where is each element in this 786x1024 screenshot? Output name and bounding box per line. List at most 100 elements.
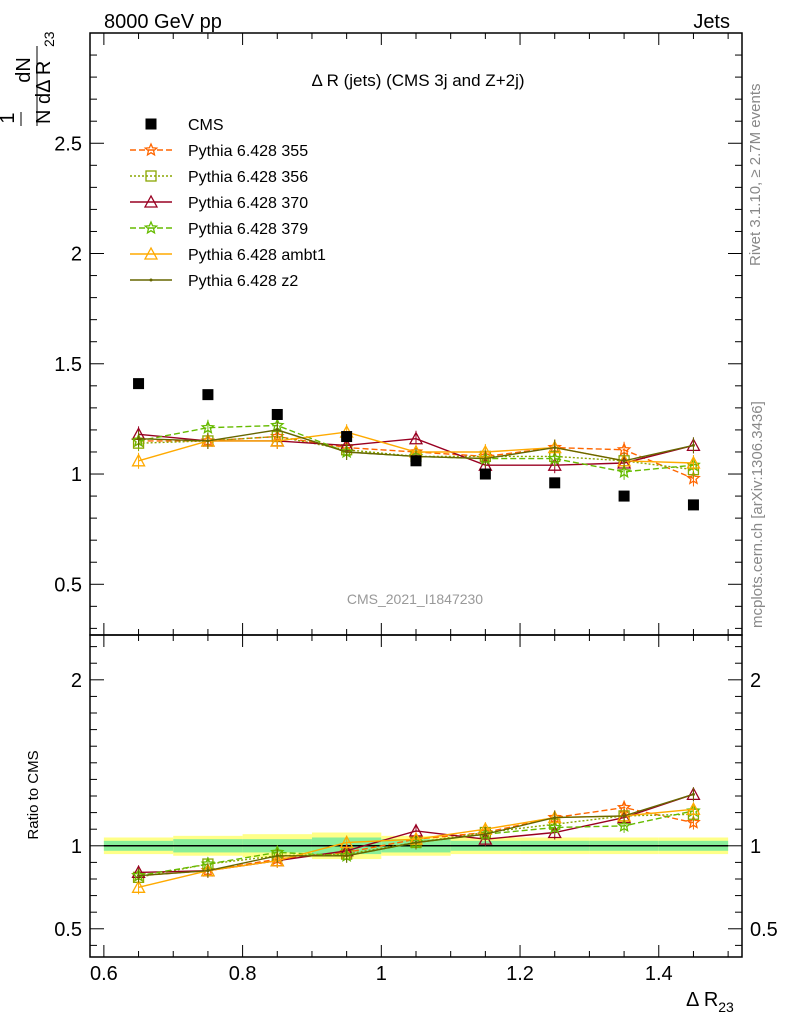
analysis-watermark: CMS_2021_I1847230 <box>347 591 483 607</box>
main-ytick-label: 1 <box>71 464 82 486</box>
legend-label-data: CMS <box>188 117 224 134</box>
data-point <box>202 389 214 401</box>
series-marker <box>616 442 632 456</box>
ylabel-top-numerator: 1 <box>0 112 19 123</box>
data-point <box>618 490 630 502</box>
ylabel-top-denominator: N dΔ R <box>33 61 55 124</box>
rivet-label: Rivet 3.1.10, ≥ 2.7M events <box>747 84 764 267</box>
ylabel-top: 1 dN N dΔ R 23 <box>0 31 57 126</box>
ratio-marker <box>131 879 146 893</box>
ratio-marker <box>137 874 141 878</box>
ratio-marker <box>622 814 626 818</box>
ylabel-top-subscript: 23 <box>41 31 57 47</box>
data-point <box>271 408 283 420</box>
series-marker <box>547 450 563 465</box>
ratio-marker <box>275 854 279 858</box>
ratio-marker <box>616 818 632 833</box>
energy-label: 8000 GeV pp <box>104 11 222 33</box>
series-marker <box>345 450 349 454</box>
ylabel-ratio: Ratio to CMS <box>25 750 42 839</box>
ratio-marker <box>686 801 701 815</box>
series-marker <box>547 457 562 471</box>
ratio-marker <box>339 835 354 849</box>
ratio-ytick-label-right: 2 <box>750 670 761 692</box>
xtick-label: 1 <box>376 963 387 985</box>
legend-marker <box>145 170 157 182</box>
xtick-label: 0.8 <box>229 963 257 985</box>
data-point <box>133 378 145 390</box>
legend-marker <box>143 194 159 208</box>
main-panel: 0.5 1 1.5 2 2.5 <box>54 32 743 636</box>
xtick-label: 0.6 <box>90 963 118 985</box>
ratio-marker <box>414 840 418 844</box>
legend-entry: Pythia 6.428 z2 <box>130 273 298 290</box>
legend-entry: Pythia 6.428 370 <box>130 194 308 212</box>
legend-entry: Pythia 6.428 356 <box>130 169 308 186</box>
data-point <box>479 468 491 480</box>
ratio-ytick-label-right: 0.5 <box>750 919 778 941</box>
series-marker <box>131 453 146 467</box>
series-marker <box>483 457 487 461</box>
ratio-ytick-label: 2 <box>71 670 82 692</box>
legend-label: Pythia 6.428 370 <box>188 195 308 212</box>
series-marker <box>137 437 141 441</box>
legend-label: Pythia 6.428 356 <box>188 169 308 186</box>
ratio-marker <box>206 869 210 873</box>
series-marker <box>200 420 216 434</box>
data-point <box>410 455 422 467</box>
ratio-frame <box>89 634 743 958</box>
legend-marker-data <box>145 118 157 130</box>
process-label: Jets <box>693 11 730 33</box>
legend-label: Pythia 6.428 ambt1 <box>188 247 326 264</box>
series-marker <box>686 470 701 485</box>
legend-label: Pythia 6.428 379 <box>188 221 308 238</box>
ratio-marker <box>483 832 487 836</box>
data-point <box>341 431 353 443</box>
xtick-label: 1.4 <box>645 963 673 985</box>
ratio-ytick-label: 1 <box>71 836 82 858</box>
series-marker <box>691 443 695 447</box>
ratio-ytick-label-right: 1 <box>750 836 761 858</box>
main-ytick-label: 1.5 <box>54 354 82 376</box>
data-point <box>687 499 699 511</box>
ratio-marker <box>270 853 285 867</box>
chart-title: Δ R (jets) (CMS 3j and Z+2j) <box>311 71 524 90</box>
legend-entry-data: CMS <box>145 117 224 134</box>
main-ytick-label: 2.5 <box>54 133 82 155</box>
legend-entry: Pythia 6.428 379 <box>130 220 308 238</box>
ratio-marker <box>345 854 349 858</box>
ratio-marker <box>686 814 701 829</box>
legend-label: Pythia 6.428 z2 <box>188 273 298 290</box>
source-label: mcplots.cern.ch [arXiv:1306.3436] <box>749 401 766 628</box>
legend-entry: Pythia 6.428 ambt1 <box>130 246 326 264</box>
ratio-series-5 <box>137 787 695 883</box>
series-marker <box>275 428 279 432</box>
data-points <box>133 378 699 511</box>
legend-marker <box>143 220 159 235</box>
ratio-ytick-label: 0.5 <box>54 919 82 941</box>
ratio-marker <box>547 819 563 834</box>
xlabel: Δ R23 <box>686 989 734 1015</box>
main-ytick-label: 2 <box>71 244 82 266</box>
series-marker <box>622 459 626 463</box>
legend-label: Pythia 6.428 355 <box>188 143 308 160</box>
xtick-label: 1.2 <box>506 963 534 985</box>
series-marker <box>686 455 701 469</box>
series-marker <box>553 446 557 450</box>
ratio-marker <box>691 792 695 796</box>
series-marker <box>206 439 210 443</box>
ylabel-top-dn: dN <box>13 57 35 83</box>
legend-marker <box>143 142 159 157</box>
series-line <box>138 435 694 471</box>
main-ytick-label: 0.5 <box>54 574 82 596</box>
xlabel-main: Δ R <box>686 989 718 1011</box>
legend-marker <box>143 246 159 260</box>
ratio-panel: 0.5 0.5 1 1 2 2 0.6 0.8 1 1.2 1.4 <box>54 634 778 985</box>
legend-marker <box>149 278 153 282</box>
data-point <box>549 477 561 489</box>
xlabel-subscript: 23 <box>718 999 734 1015</box>
series-marker <box>408 431 424 445</box>
ratio-marker <box>553 816 557 820</box>
series-marker <box>270 433 285 447</box>
legend: CMS Pythia 6.428 355 Pythia 6.428 356 Pythi… <box>130 117 326 290</box>
